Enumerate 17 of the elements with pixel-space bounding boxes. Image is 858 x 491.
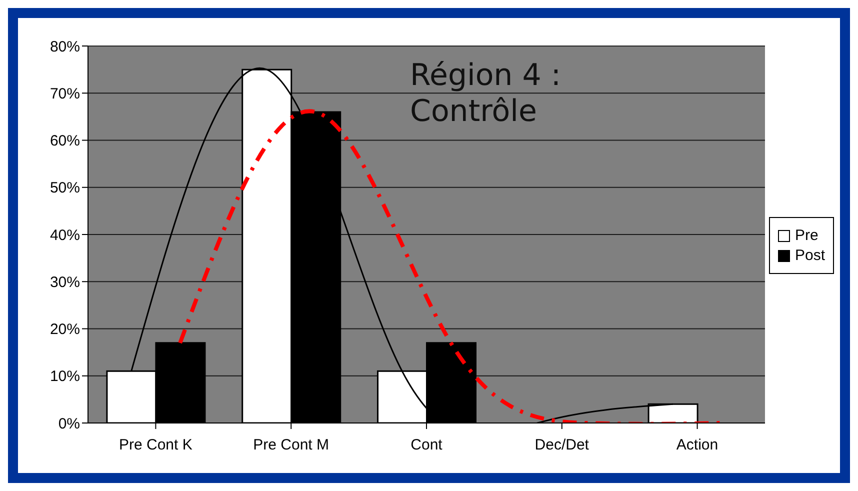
y-tick-label: 80% <box>50 38 80 56</box>
y-tick-label: 60% <box>50 132 80 150</box>
legend-label: Post <box>794 247 825 264</box>
x-tick-label: Action <box>676 436 718 454</box>
y-tick-label: 70% <box>50 85 80 102</box>
x-tick-label: Cont <box>410 436 444 454</box>
y-tick-label: 10% <box>50 368 80 386</box>
x-tick-label: Pre Cont M <box>253 436 330 454</box>
y-tick-label: 0% <box>58 415 80 432</box>
text: Région 4 : Contrôle <box>410 58 562 130</box>
legend-label: Pre <box>794 227 818 244</box>
y-tick-label: 30% <box>50 274 80 291</box>
y-tick-label: 20% <box>50 321 80 338</box>
x-tick-label: Pre Cont K <box>119 436 192 454</box>
x-tick-label: Dec/Det <box>534 436 590 454</box>
y-tick-label: 40% <box>50 226 80 244</box>
y-tick-label: 50% <box>50 180 80 197</box>
